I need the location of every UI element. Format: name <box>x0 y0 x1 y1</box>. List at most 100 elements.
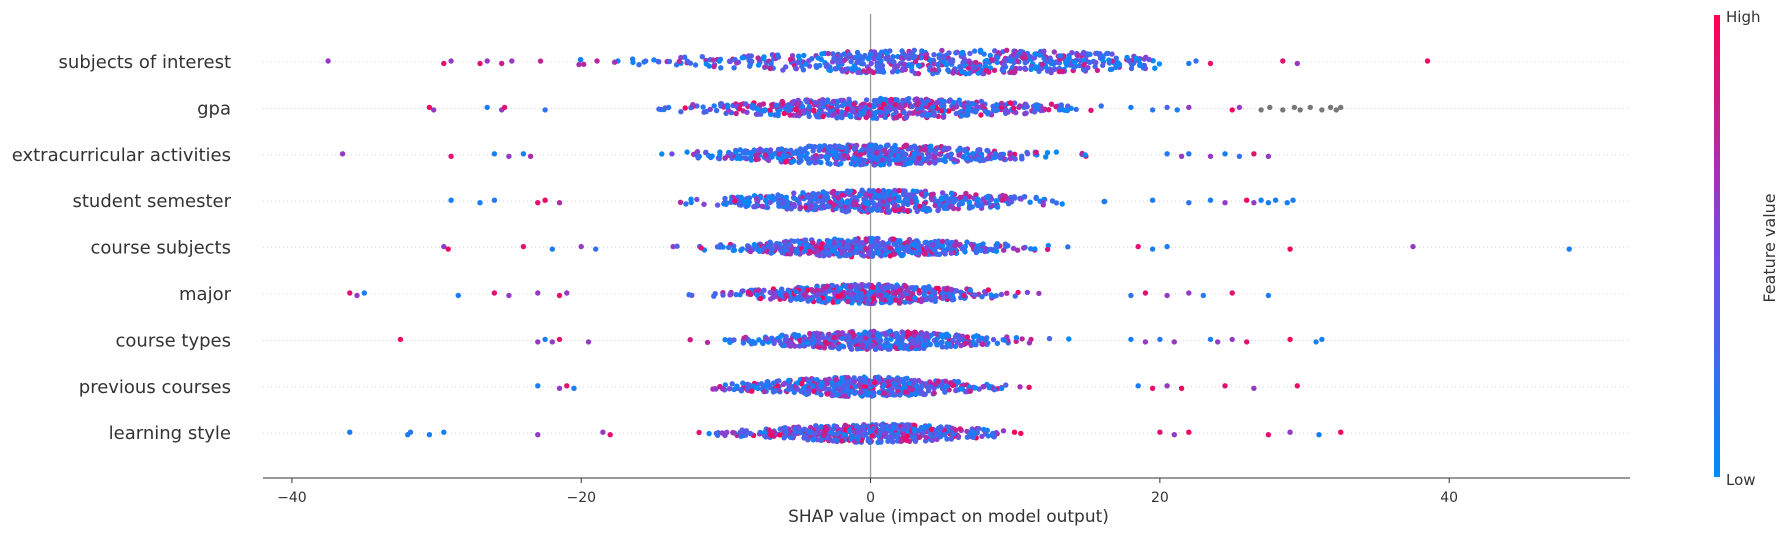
shap-dot <box>891 203 898 209</box>
shap-dot <box>1149 197 1156 203</box>
shap-dot <box>934 99 940 106</box>
shap-dot <box>853 247 859 254</box>
shap-dot <box>942 378 949 384</box>
shap-dot <box>888 298 894 304</box>
shap-dot <box>1229 336 1235 343</box>
shap-dot <box>896 104 903 111</box>
shap-dot <box>734 60 740 66</box>
shap-dot <box>747 248 754 255</box>
shap-dot <box>823 244 830 250</box>
shap-dot <box>1019 336 1025 342</box>
shap-dot <box>815 191 822 197</box>
shap-dot <box>755 198 761 204</box>
shap-dot <box>870 69 877 76</box>
shap-dot <box>919 384 925 390</box>
shap-dot <box>884 50 890 56</box>
shap-dot <box>855 429 861 436</box>
shap-dot <box>875 62 882 68</box>
shap-dot <box>851 155 858 161</box>
shap-dot <box>896 187 902 194</box>
shap-dot <box>1033 194 1039 201</box>
shap-dot <box>778 341 784 347</box>
shap-dot <box>491 151 498 157</box>
shap-dot <box>982 248 988 255</box>
shap-dot <box>842 66 849 73</box>
shap-dot <box>935 206 942 213</box>
shap-dot <box>870 329 876 335</box>
feature-label: previous courses <box>79 377 231 398</box>
shap-dot <box>1115 60 1121 66</box>
shap-dot <box>848 161 854 167</box>
shap-dot <box>968 157 974 163</box>
shap-dot <box>520 243 527 250</box>
shap-dot <box>953 387 959 393</box>
shap-dot <box>759 203 765 209</box>
shap-dot <box>906 110 913 116</box>
shap-dot <box>1048 101 1055 107</box>
shap-dot <box>773 102 780 109</box>
shap-dot <box>825 160 831 166</box>
shap-dot <box>731 386 737 393</box>
shap-dot <box>1081 50 1087 56</box>
shap-dot <box>861 253 867 259</box>
shap-dot <box>806 104 812 110</box>
shap-dot <box>880 423 886 429</box>
shap-dot <box>945 67 951 73</box>
shap-dot <box>955 206 961 212</box>
shap-dot <box>1164 151 1170 157</box>
shap-dot <box>948 190 955 196</box>
shap-dot <box>878 95 884 102</box>
shap-dot <box>1258 197 1264 203</box>
shap-dot <box>1008 69 1014 76</box>
shap-dot <box>1251 151 1257 157</box>
shap-dot <box>945 428 951 434</box>
shap-dot <box>722 337 728 343</box>
shap-dot <box>927 379 933 385</box>
shap-dot <box>796 343 803 349</box>
shap-dot <box>791 190 797 196</box>
shap-dot <box>694 103 700 109</box>
shap-dot <box>1284 200 1290 206</box>
shap-dot <box>975 202 981 209</box>
shap-dot <box>1186 429 1192 435</box>
shap-dot <box>1069 50 1075 56</box>
shap-dot <box>912 329 918 335</box>
shap-dot <box>520 151 527 157</box>
shap-dot <box>915 100 921 106</box>
shap-dot <box>1149 385 1156 391</box>
shap-dot <box>886 157 892 163</box>
shap-dot <box>895 238 901 244</box>
shap-dot <box>441 243 447 250</box>
shap-dot <box>535 200 541 206</box>
shap-dot <box>851 66 857 73</box>
shap-dot <box>825 435 831 441</box>
shap-dot <box>912 295 918 301</box>
shap-dot <box>941 53 947 60</box>
shap-dot <box>979 202 985 208</box>
shap-dot <box>946 98 952 104</box>
shap-dot <box>761 388 767 395</box>
shap-dot <box>970 434 976 440</box>
shap-dot <box>1000 68 1006 74</box>
shap-dot <box>768 61 774 67</box>
shap-dot <box>807 330 813 337</box>
shap-dot <box>426 432 433 438</box>
shap-dot <box>922 337 928 344</box>
shap-dot <box>961 154 967 160</box>
shap-dot <box>839 250 845 256</box>
shap-dot <box>1071 59 1078 66</box>
shap-dot <box>1022 65 1028 72</box>
shap-dot <box>755 62 762 68</box>
shap-dot <box>729 381 735 387</box>
shap-dot <box>607 432 613 438</box>
shap-dot <box>1088 107 1094 114</box>
shap-dot <box>1236 153 1243 159</box>
shap-dot <box>767 65 773 72</box>
shap-dot <box>818 144 824 150</box>
shap-dot <box>916 434 923 441</box>
shap-dot <box>978 48 984 54</box>
shap-dot <box>805 390 812 397</box>
shap-dot <box>1186 60 1192 67</box>
shap-dot <box>698 245 704 251</box>
shap-dot <box>682 105 688 111</box>
